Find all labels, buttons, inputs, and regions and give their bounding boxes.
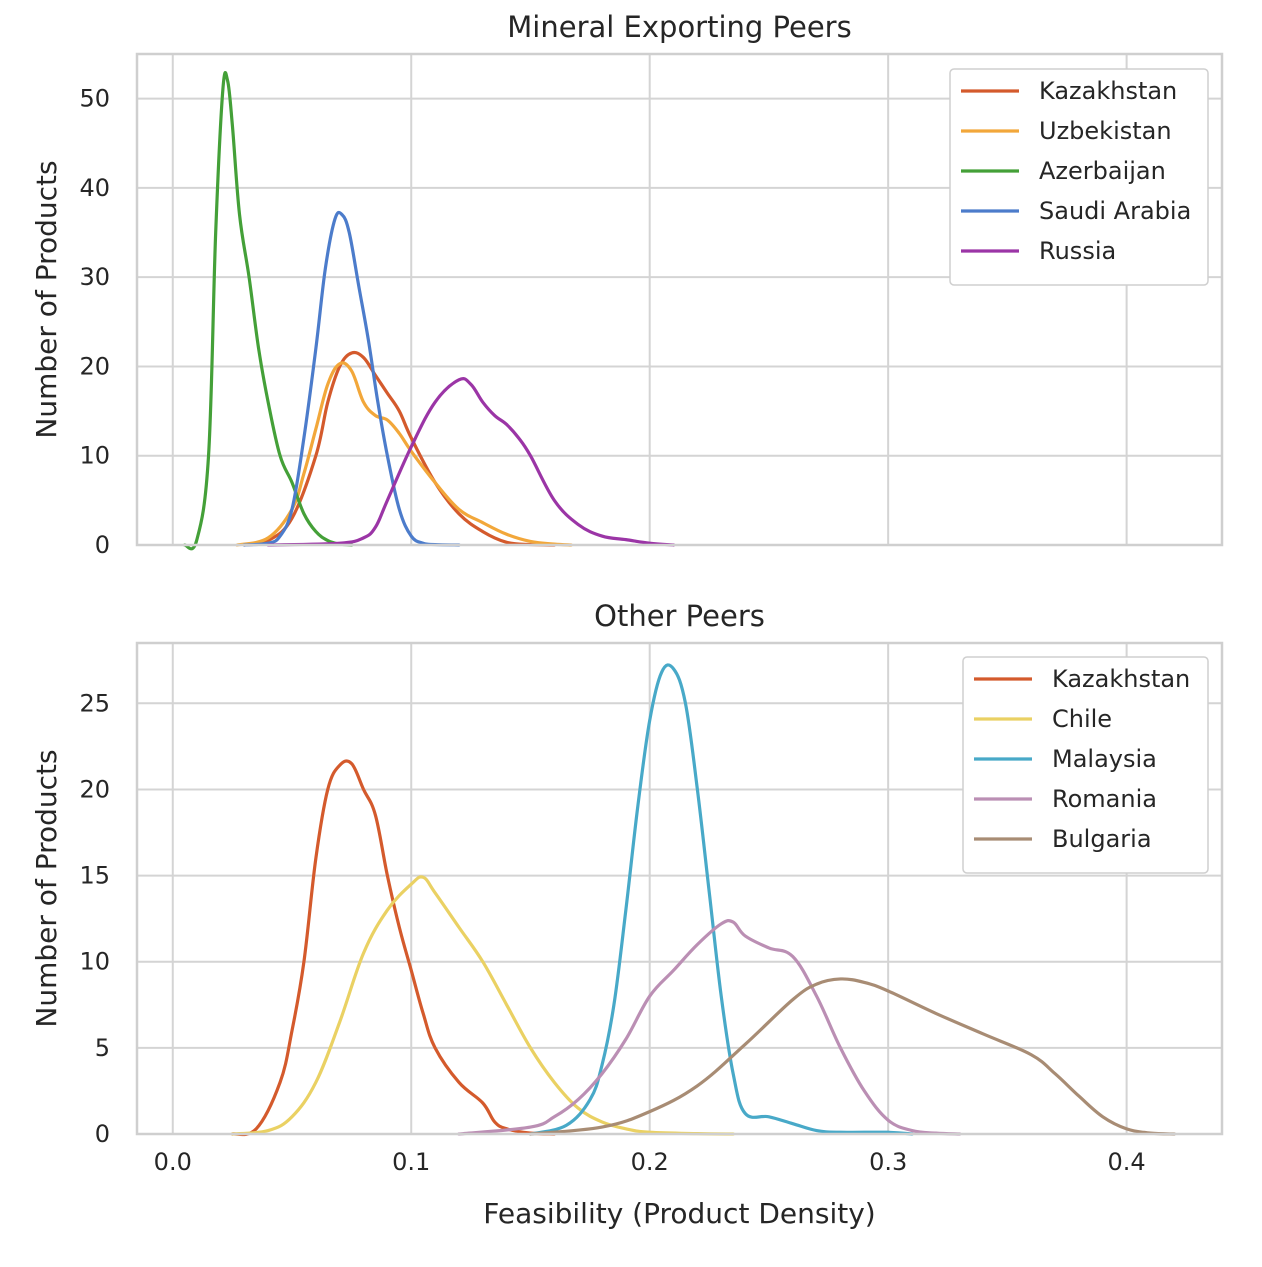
y-axis-label: Number of Products <box>30 160 63 438</box>
series-line-kazakhstan <box>230 759 556 1137</box>
y-tick-label: 10 <box>79 442 110 470</box>
x-axis-label: Feasibility (Product Density) <box>483 1197 875 1230</box>
y-tick-label: 25 <box>79 689 110 717</box>
density-curves <box>183 70 676 551</box>
legend: Kazakhstan Chile Malaysia Romania Bulgaria <box>962 656 1209 874</box>
x-tick-label: 0.2 <box>631 1148 669 1176</box>
panel-mineral-exporting-peers: 0 10 20 30 40 50 Mineral Exporting Peers Numb… <box>30 10 1224 559</box>
y-tick-label: 15 <box>79 862 110 890</box>
legend-label-azerbaijan: Azerbaijan <box>1039 157 1166 185</box>
plot-frame <box>135 641 1224 1136</box>
y-tick-labels: 0 10 20 30 40 50 <box>79 85 110 559</box>
series-line-bulgaria <box>528 977 1176 1136</box>
y-tick-label: 0 <box>95 1120 110 1148</box>
y-tick-label: 20 <box>79 352 110 380</box>
plot-frame <box>135 52 1224 547</box>
legend-label-bulgaria: Bulgaria <box>1052 825 1152 853</box>
series-line-chile <box>230 875 735 1136</box>
legend-box <box>962 656 1209 874</box>
series-line-saudi-arabia <box>242 210 461 547</box>
legend-box <box>949 68 1209 286</box>
panel-other-peers: 0.0 0.1 0.2 0.3 0.4 0 5 10 15 20 25 Other Peers N… <box>30 599 1224 1230</box>
legend-label-saudi-arabia: Saudi Arabia <box>1039 197 1191 225</box>
y-tick-label: 5 <box>95 1034 110 1062</box>
series-line-malaysia <box>528 663 914 1136</box>
y-tick-label: 30 <box>79 263 110 291</box>
chart-title: Other Peers <box>594 599 765 633</box>
series-line-azerbaijan <box>183 70 354 551</box>
chart-title: Mineral Exporting Peers <box>507 10 851 44</box>
legend-label-chile: Chile <box>1052 705 1112 733</box>
density-curves <box>230 663 1176 1137</box>
y-tick-label: 50 <box>79 85 110 113</box>
legend-label-romania: Romania <box>1052 785 1157 813</box>
y-axis-label: Number of Products <box>30 749 63 1027</box>
x-tick-label: 0.1 <box>392 1148 430 1176</box>
y-tick-labels: 0 5 10 15 20 25 <box>79 689 110 1148</box>
y-tick-label: 40 <box>79 174 110 202</box>
x-tick-label: 0.4 <box>1108 1148 1146 1176</box>
legend-label-kazakhstan: Kazakhstan <box>1052 665 1190 693</box>
y-tick-label: 0 <box>95 531 110 559</box>
x-tick-labels: 0.0 0.1 0.2 0.3 0.4 <box>154 1148 1146 1176</box>
y-tick-label: 20 <box>79 775 110 803</box>
legend-label-russia: Russia <box>1039 237 1116 265</box>
legend-label-kazakhstan: Kazakhstan <box>1039 77 1177 105</box>
legend: Kazakhstan Uzbekistan Azerbaijan Saudi Arab… <box>949 68 1209 286</box>
x-tick-label: 0.0 <box>154 1148 192 1176</box>
legend-label-uzbekistan: Uzbekistan <box>1039 117 1172 145</box>
legend-label-malaysia: Malaysia <box>1052 745 1157 773</box>
series-line-uzbekistan <box>235 361 573 547</box>
series-line-kazakhstan <box>242 350 556 547</box>
series-line-russia <box>266 377 676 547</box>
y-tick-label: 10 <box>79 948 110 976</box>
x-tick-label: 0.3 <box>869 1148 907 1176</box>
series-line-romania <box>457 919 962 1136</box>
